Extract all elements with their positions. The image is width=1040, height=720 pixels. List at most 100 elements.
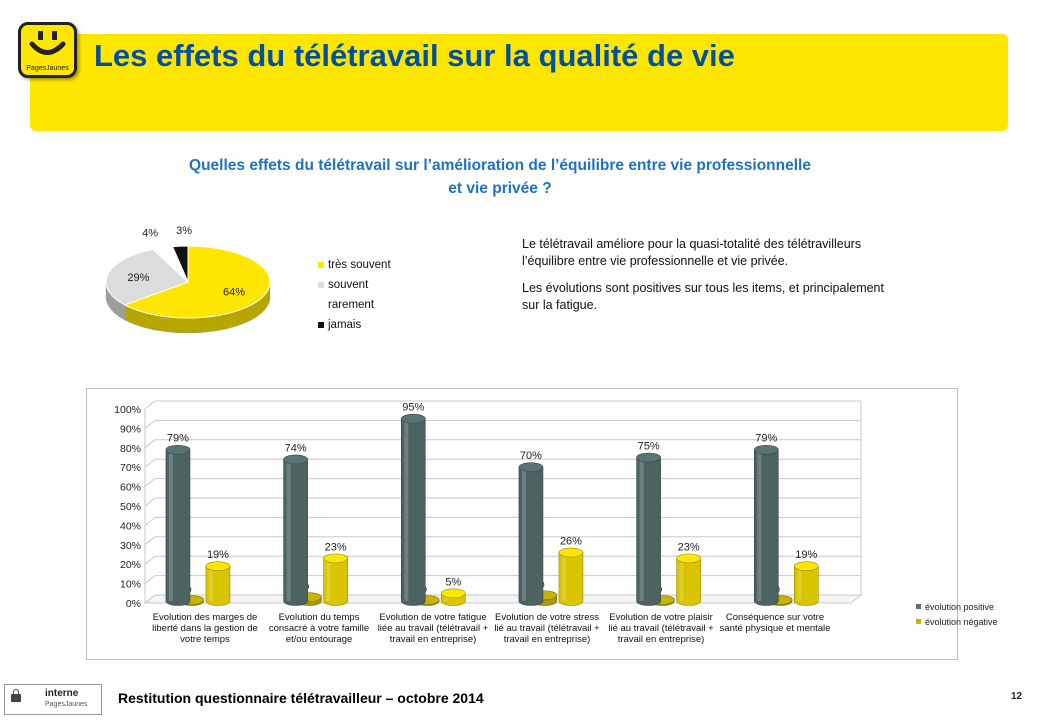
bar-highlight xyxy=(797,566,802,601)
bar xyxy=(636,457,661,606)
category-label: Evolution du temps consacré à votre fami… xyxy=(268,612,370,645)
category-label: Conséquence sur votre santé physique et … xyxy=(719,612,831,634)
legend-label: évolution négative xyxy=(925,617,998,627)
bar xyxy=(323,558,348,606)
y-tick-label: 50% xyxy=(120,501,141,513)
legend-swatch xyxy=(916,619,921,624)
bar xyxy=(753,449,779,606)
pie-value-label: 3% xyxy=(176,225,192,237)
y-tick-label: 10% xyxy=(120,579,141,591)
bar xyxy=(793,565,819,606)
bar-top xyxy=(283,454,308,465)
data-label: 74% xyxy=(285,442,307,454)
bar xyxy=(518,466,544,606)
category-label: Evolution de votre fatigue liée au trava… xyxy=(377,612,489,645)
bar xyxy=(283,459,308,606)
y-tick-label: 40% xyxy=(120,520,141,532)
bar-top xyxy=(793,561,819,571)
bar-highlight xyxy=(639,457,644,601)
bar-highlight xyxy=(521,467,526,601)
y-tick-label: 90% xyxy=(120,423,141,435)
summary-paragraph-1: Le télétravail améliore pour la quasi-to… xyxy=(522,237,862,268)
pie-legend: très souvent souvent rarement jamais xyxy=(318,255,391,335)
gridline-side xyxy=(144,497,156,507)
bar xyxy=(205,565,231,606)
pie-value-label: 29% xyxy=(127,272,149,284)
bar-top xyxy=(558,547,584,558)
data-label: 19% xyxy=(795,549,817,561)
bar-highlight xyxy=(326,558,331,601)
title-banner xyxy=(30,34,1008,131)
legend-swatch xyxy=(318,282,324,288)
bar-top xyxy=(165,444,191,455)
bar-highlight xyxy=(679,558,684,601)
data-label: 75% xyxy=(638,441,660,453)
y-tick-label: 20% xyxy=(120,559,141,571)
category-label: Evolution de votre stress lié au travail… xyxy=(494,612,600,645)
y-tick-label: 60% xyxy=(120,482,141,494)
bar-highlight xyxy=(208,566,213,601)
legend-label: évolution positive xyxy=(925,602,995,612)
data-label: 26% xyxy=(560,536,582,548)
legend-swatch xyxy=(318,262,324,268)
bar-highlight xyxy=(404,418,409,601)
y-tick-label: 0% xyxy=(126,598,141,610)
bar-top xyxy=(323,553,348,564)
data-label: 79% xyxy=(755,433,777,445)
summary-paragraph-2: Les évolutions sont positives sur tous l… xyxy=(522,281,884,312)
gridline-side xyxy=(144,575,156,584)
gridline-side xyxy=(144,420,156,429)
y-tick-label: 70% xyxy=(120,462,141,474)
bar-highlight xyxy=(561,552,566,601)
gridline-side xyxy=(144,478,156,487)
bar-top xyxy=(636,452,661,463)
data-label: 95% xyxy=(402,402,424,414)
question-line-2: et vie privée ? xyxy=(448,180,552,197)
legend-label: jamais xyxy=(328,319,362,331)
bar-top xyxy=(205,561,231,571)
badge-label: interne xyxy=(45,688,79,699)
gridline-side xyxy=(144,439,156,449)
pagesjaunes-logo: PagesJaunes xyxy=(18,22,77,78)
gridline-side xyxy=(144,400,156,410)
pie-legend-item: rarement xyxy=(318,295,391,315)
bar xyxy=(165,449,191,606)
bar-top xyxy=(676,553,701,564)
gridline-side xyxy=(144,555,156,565)
bar-top xyxy=(518,462,544,472)
legend-label: souvent xyxy=(328,279,369,291)
y-tick-label: 100% xyxy=(114,404,141,416)
category-label: Evolution des marges de liberté dans la … xyxy=(152,612,258,645)
bar-highlight xyxy=(168,449,173,601)
badge-sub: PagesJaunes xyxy=(45,701,88,708)
footer-text: Restitution questionnaire télétravailleu… xyxy=(118,690,484,706)
gridline-side xyxy=(144,458,156,468)
bar xyxy=(558,552,584,606)
page-number: 12 xyxy=(1011,691,1023,702)
legend-label: rarement xyxy=(328,299,375,311)
legend-swatch xyxy=(916,604,921,609)
data-label: 5% xyxy=(445,576,461,588)
data-label: 70% xyxy=(520,450,542,462)
data-label: 23% xyxy=(325,541,347,553)
question-line-1: Quelles effets du télétravail sur l’amél… xyxy=(189,157,811,174)
bar-highlight xyxy=(757,449,762,601)
bar-chart: 0%10%20%30%40%50%60%70%80%90%100%1%79%19… xyxy=(114,400,863,610)
data-label: 79% xyxy=(167,433,189,445)
bar-top xyxy=(753,444,779,455)
data-label: 23% xyxy=(678,541,700,553)
y-tick-label: 80% xyxy=(120,443,141,455)
gridline-side xyxy=(144,536,156,546)
pie-legend-item: souvent xyxy=(318,275,391,295)
legend-label: très souvent xyxy=(328,259,391,271)
bar xyxy=(400,418,426,606)
bar-top xyxy=(440,588,466,599)
pie-value-label: 4% xyxy=(142,227,158,239)
pie-legend-item: très souvent xyxy=(318,255,391,275)
bar-top xyxy=(400,413,426,424)
chart-floor xyxy=(143,594,863,604)
bar-chart-frame xyxy=(86,388,958,660)
logo-text: PagesJaunes xyxy=(26,65,69,72)
bar-highlight xyxy=(286,459,291,601)
pie-chart: 64% 29% 4% 3% xyxy=(105,225,271,334)
